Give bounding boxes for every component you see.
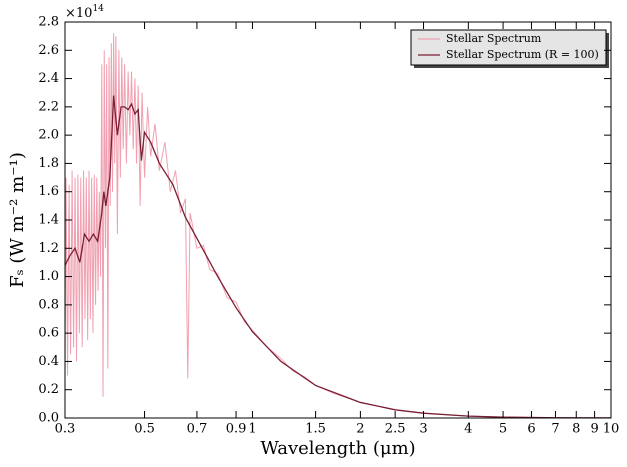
y-tick-label: 2.4 bbox=[38, 71, 59, 86]
y-tick-label: 0.0 bbox=[38, 411, 59, 426]
y-tick-label: 0.4 bbox=[38, 354, 59, 369]
x-tick-label: 2 bbox=[356, 422, 364, 437]
offset-exp: 14 bbox=[92, 4, 104, 14]
y-tick-label: 2.0 bbox=[38, 128, 59, 143]
x-tick-label: 5 bbox=[499, 422, 507, 437]
y-tick-label: 1.2 bbox=[38, 241, 59, 256]
x-tick-label: 2.5 bbox=[385, 422, 406, 437]
x-tick-label: 8 bbox=[572, 422, 580, 437]
x-tick-label: 1.5 bbox=[305, 422, 326, 437]
x-tick-label: 10 bbox=[603, 422, 620, 437]
y-tick-label: 1.4 bbox=[38, 213, 59, 228]
legend: Stellar Spectrum Stellar Spectrum (R = 10… bbox=[410, 29, 609, 68]
y-tick-label: 0.2 bbox=[38, 382, 59, 397]
x-tick-label: 3 bbox=[419, 422, 427, 437]
x-tick-label: 4 bbox=[464, 422, 472, 437]
plot-area bbox=[65, 33, 611, 418]
y-tick-label: 1.6 bbox=[38, 184, 59, 199]
legend-label: Stellar Spectrum bbox=[446, 32, 542, 45]
x-tick-label: 1 bbox=[248, 422, 256, 437]
x-tick-label: 0.7 bbox=[187, 422, 208, 437]
series-line bbox=[65, 33, 611, 418]
offset-base: ×10 bbox=[65, 6, 92, 21]
x-tick-label: 0.9 bbox=[226, 422, 247, 437]
y-tick-label: 2.8 bbox=[38, 15, 59, 30]
y-tick-label: 0.8 bbox=[38, 297, 59, 312]
series-line bbox=[65, 95, 611, 418]
x-tick-label: 0.5 bbox=[134, 422, 155, 437]
axes-frame bbox=[64, 21, 612, 419]
x-tick-label: 7 bbox=[551, 422, 559, 437]
y-tick-label: 2.6 bbox=[38, 43, 59, 58]
offset-label: ×1014 bbox=[65, 4, 104, 21]
x-tick-label: 6 bbox=[527, 422, 535, 437]
x-tick-label: 9 bbox=[590, 422, 598, 437]
y-tick-label: 2.2 bbox=[38, 99, 59, 114]
y-tick-label: 1.0 bbox=[38, 269, 59, 284]
legend-box bbox=[410, 29, 607, 66]
y-tick-label: 1.8 bbox=[38, 156, 59, 171]
y-tick-label: 0.6 bbox=[38, 326, 59, 341]
y-axis-label: Fₛ (W m⁻² m⁻¹) bbox=[7, 152, 28, 288]
legend-label: Stellar Spectrum (R = 100) bbox=[446, 48, 599, 61]
x-tick-label: 0.3 bbox=[55, 422, 76, 437]
x-axis-label: Wavelength (μm) bbox=[260, 438, 415, 459]
